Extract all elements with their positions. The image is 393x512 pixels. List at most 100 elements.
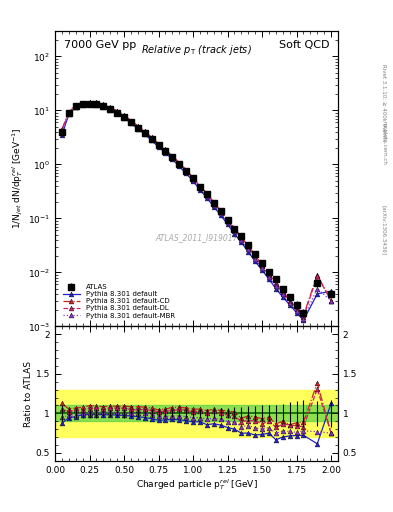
Pythia 8.301 default-MBR: [129, 119, 133, 125]
Pythia 8.301 default-MBR: [253, 255, 257, 262]
Pythia 8.301 default-CD: [274, 280, 278, 286]
Pythia 8.301 default-DL: [301, 314, 306, 320]
Pythia 8.301 default-DL: [211, 200, 216, 206]
Pythia 8.301 default-CD: [108, 104, 112, 110]
Pythia 8.301 default: [149, 137, 154, 143]
Pythia 8.301 default-CD: [170, 153, 175, 159]
Pythia 8.301 default-MBR: [246, 246, 251, 252]
Pythia 8.301 default-MBR: [274, 283, 278, 289]
Pythia 8.301 default-CD: [253, 252, 257, 258]
Text: 7000 GeV pp: 7000 GeV pp: [64, 39, 136, 50]
Pythia 8.301 default-CD: [315, 272, 320, 278]
Pythia 8.301 default: [232, 231, 237, 237]
Pythia 8.301 default-MBR: [80, 101, 85, 108]
Pythia 8.301 default-CD: [129, 117, 133, 123]
Pythia 8.301 default-MBR: [260, 265, 264, 271]
Pythia 8.301 default-MBR: [329, 297, 333, 304]
Y-axis label: Ratio to ATLAS: Ratio to ATLAS: [24, 360, 33, 426]
Pythia 8.301 default-MBR: [94, 101, 99, 107]
Text: [arXiv:1306.3436]: [arXiv:1306.3436]: [381, 205, 386, 255]
Pythia 8.301 default: [294, 310, 299, 316]
Pythia 8.301 default: [184, 170, 189, 177]
Pythia 8.301 default: [122, 115, 127, 121]
Pythia 8.301 default-DL: [329, 297, 333, 304]
Pythia 8.301 default-CD: [294, 305, 299, 311]
Pythia 8.301 default-CD: [239, 234, 244, 240]
Pythia 8.301 default: [218, 212, 223, 218]
Pythia 8.301 default: [80, 101, 85, 108]
Pythia 8.301 default-DL: [191, 175, 195, 181]
Pythia 8.301 default: [177, 163, 182, 169]
Line: Pythia 8.301 default-MBR: Pythia 8.301 default-MBR: [59, 101, 334, 321]
Pythia 8.301 default-CD: [87, 99, 92, 105]
X-axis label: Charged particle p$_{T}^{rel}$ [GeV]: Charged particle p$_{T}^{rel}$ [GeV]: [136, 477, 257, 493]
Pythia 8.301 default: [315, 291, 320, 297]
Pythia 8.301 default-CD: [136, 123, 140, 129]
Pythia 8.301 default-CD: [287, 297, 292, 304]
Pythia 8.301 default-MBR: [149, 136, 154, 142]
Pythia 8.301 default-DL: [253, 253, 257, 259]
Pythia 8.301 default-MBR: [101, 103, 106, 109]
Pythia 8.301 default: [246, 249, 251, 255]
Pythia 8.301 default-DL: [129, 118, 133, 124]
Pythia 8.301 default-DL: [281, 289, 285, 295]
Pythia 8.301 default: [198, 187, 202, 193]
Pythia 8.301 default-MBR: [66, 111, 71, 117]
Pythia 8.301 default: [156, 144, 161, 150]
Y-axis label: 1/N$_{jet}$ dN/dp$_{T}^{rel}$ [GeV$^{-1}$]: 1/N$_{jet}$ dN/dp$_{T}^{rel}$ [GeV$^{-1}…: [11, 127, 25, 229]
Pythia 8.301 default-MBR: [204, 193, 209, 199]
Pythia 8.301 default-CD: [198, 183, 202, 189]
Text: Relative p$_\mathrm{T}$ (track jets): Relative p$_\mathrm{T}$ (track jets): [141, 42, 252, 56]
Pythia 8.301 default-CD: [163, 146, 168, 153]
Pythia 8.301 default-CD: [204, 190, 209, 197]
Pythia 8.301 default: [274, 286, 278, 292]
Pythia 8.301 default-CD: [225, 216, 230, 222]
Pythia 8.301 default-MBR: [142, 130, 147, 136]
Pythia 8.301 default-MBR: [232, 228, 237, 234]
Pythia 8.301 default: [136, 125, 140, 132]
Pythia 8.301 default: [287, 302, 292, 308]
Pythia 8.301 default-MBR: [287, 300, 292, 306]
Pythia 8.301 default-CD: [177, 160, 182, 166]
Pythia 8.301 default-MBR: [315, 286, 320, 292]
Pythia 8.301 default-MBR: [170, 155, 175, 161]
Pythia 8.301 default-DL: [170, 154, 175, 160]
Pythia 8.301 default-DL: [315, 273, 320, 280]
Pythia 8.301 default-DL: [163, 147, 168, 153]
Pythia 8.301 default-MBR: [225, 219, 230, 225]
Pythia 8.301 default-MBR: [163, 148, 168, 155]
Pythia 8.301 default-MBR: [87, 101, 92, 107]
Pythia 8.301 default-MBR: [191, 177, 195, 183]
Pythia 8.301 default-DL: [266, 272, 271, 278]
Pythia 8.301 default-MBR: [108, 106, 112, 112]
Pythia 8.301 default-DL: [60, 127, 64, 134]
Pythia 8.301 default-CD: [184, 166, 189, 173]
Pythia 8.301 default-CD: [329, 297, 333, 304]
Pythia 8.301 default-CD: [266, 270, 271, 276]
Pythia 8.301 default: [129, 120, 133, 126]
Pythia 8.301 default-DL: [225, 217, 230, 223]
Pythia 8.301 default: [191, 178, 195, 184]
Pythia 8.301 default-CD: [122, 112, 127, 118]
Pythia 8.301 default-CD: [232, 225, 237, 231]
Pythia 8.301 default: [204, 195, 209, 201]
Pythia 8.301 default: [94, 101, 99, 108]
Pythia 8.301 default-DL: [204, 191, 209, 197]
Pythia 8.301 default: [163, 150, 168, 156]
Pythia 8.301 default: [329, 288, 333, 294]
Pythia 8.301 default-DL: [115, 109, 119, 115]
Pythia 8.301 default: [108, 106, 112, 113]
Pythia 8.301 default-CD: [60, 126, 64, 132]
Pythia 8.301 default-MBR: [177, 162, 182, 168]
Pythia 8.301 default: [266, 276, 271, 282]
Pythia 8.301 default-MBR: [122, 114, 127, 120]
Pythia 8.301 default: [60, 132, 64, 138]
Pythia 8.301 default-CD: [218, 207, 223, 214]
Pythia 8.301 default-DL: [66, 110, 71, 116]
Pythia 8.301 default-DL: [94, 100, 99, 106]
Text: ATLAS_2011_I919017: ATLAS_2011_I919017: [155, 233, 238, 242]
Pythia 8.301 default-CD: [191, 174, 195, 180]
Pythia 8.301 default: [66, 111, 71, 117]
Pythia 8.301 default-CD: [66, 109, 71, 115]
Pythia 8.301 default-CD: [211, 199, 216, 205]
